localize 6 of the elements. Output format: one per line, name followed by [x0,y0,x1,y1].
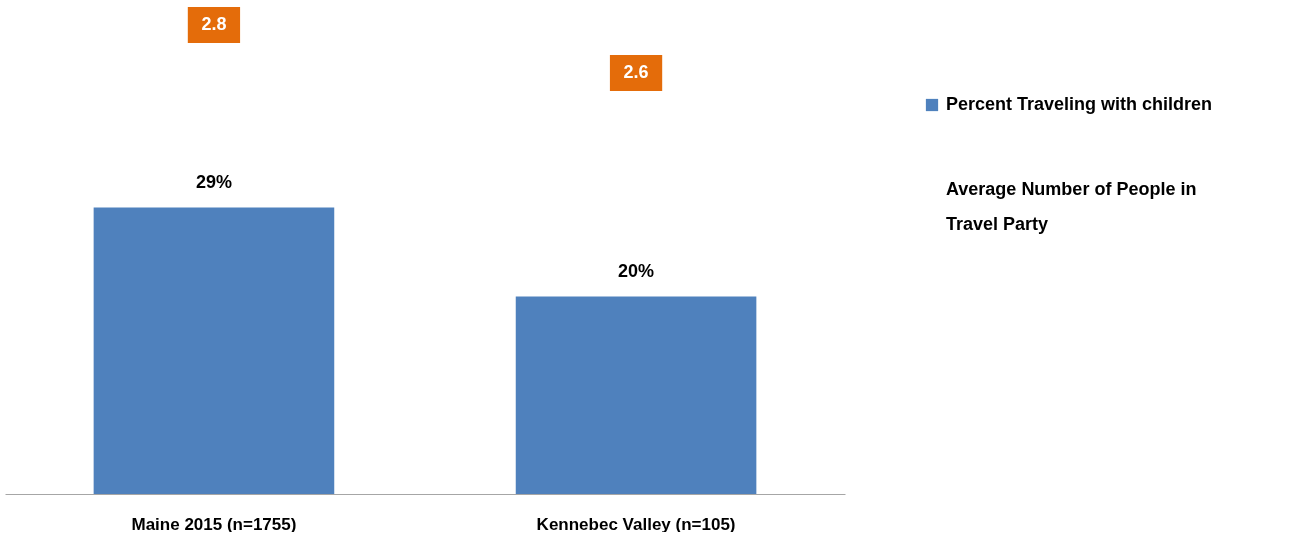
legend-label: Percent Traveling with children [946,94,1213,114]
data-label: 29% [195,172,232,193]
annotation: 2.6 [623,62,649,82]
data-label: 20% [618,261,655,282]
text: Average Number of People in Travel Party [946,179,1197,234]
annotation: 2.8 [201,14,227,34]
